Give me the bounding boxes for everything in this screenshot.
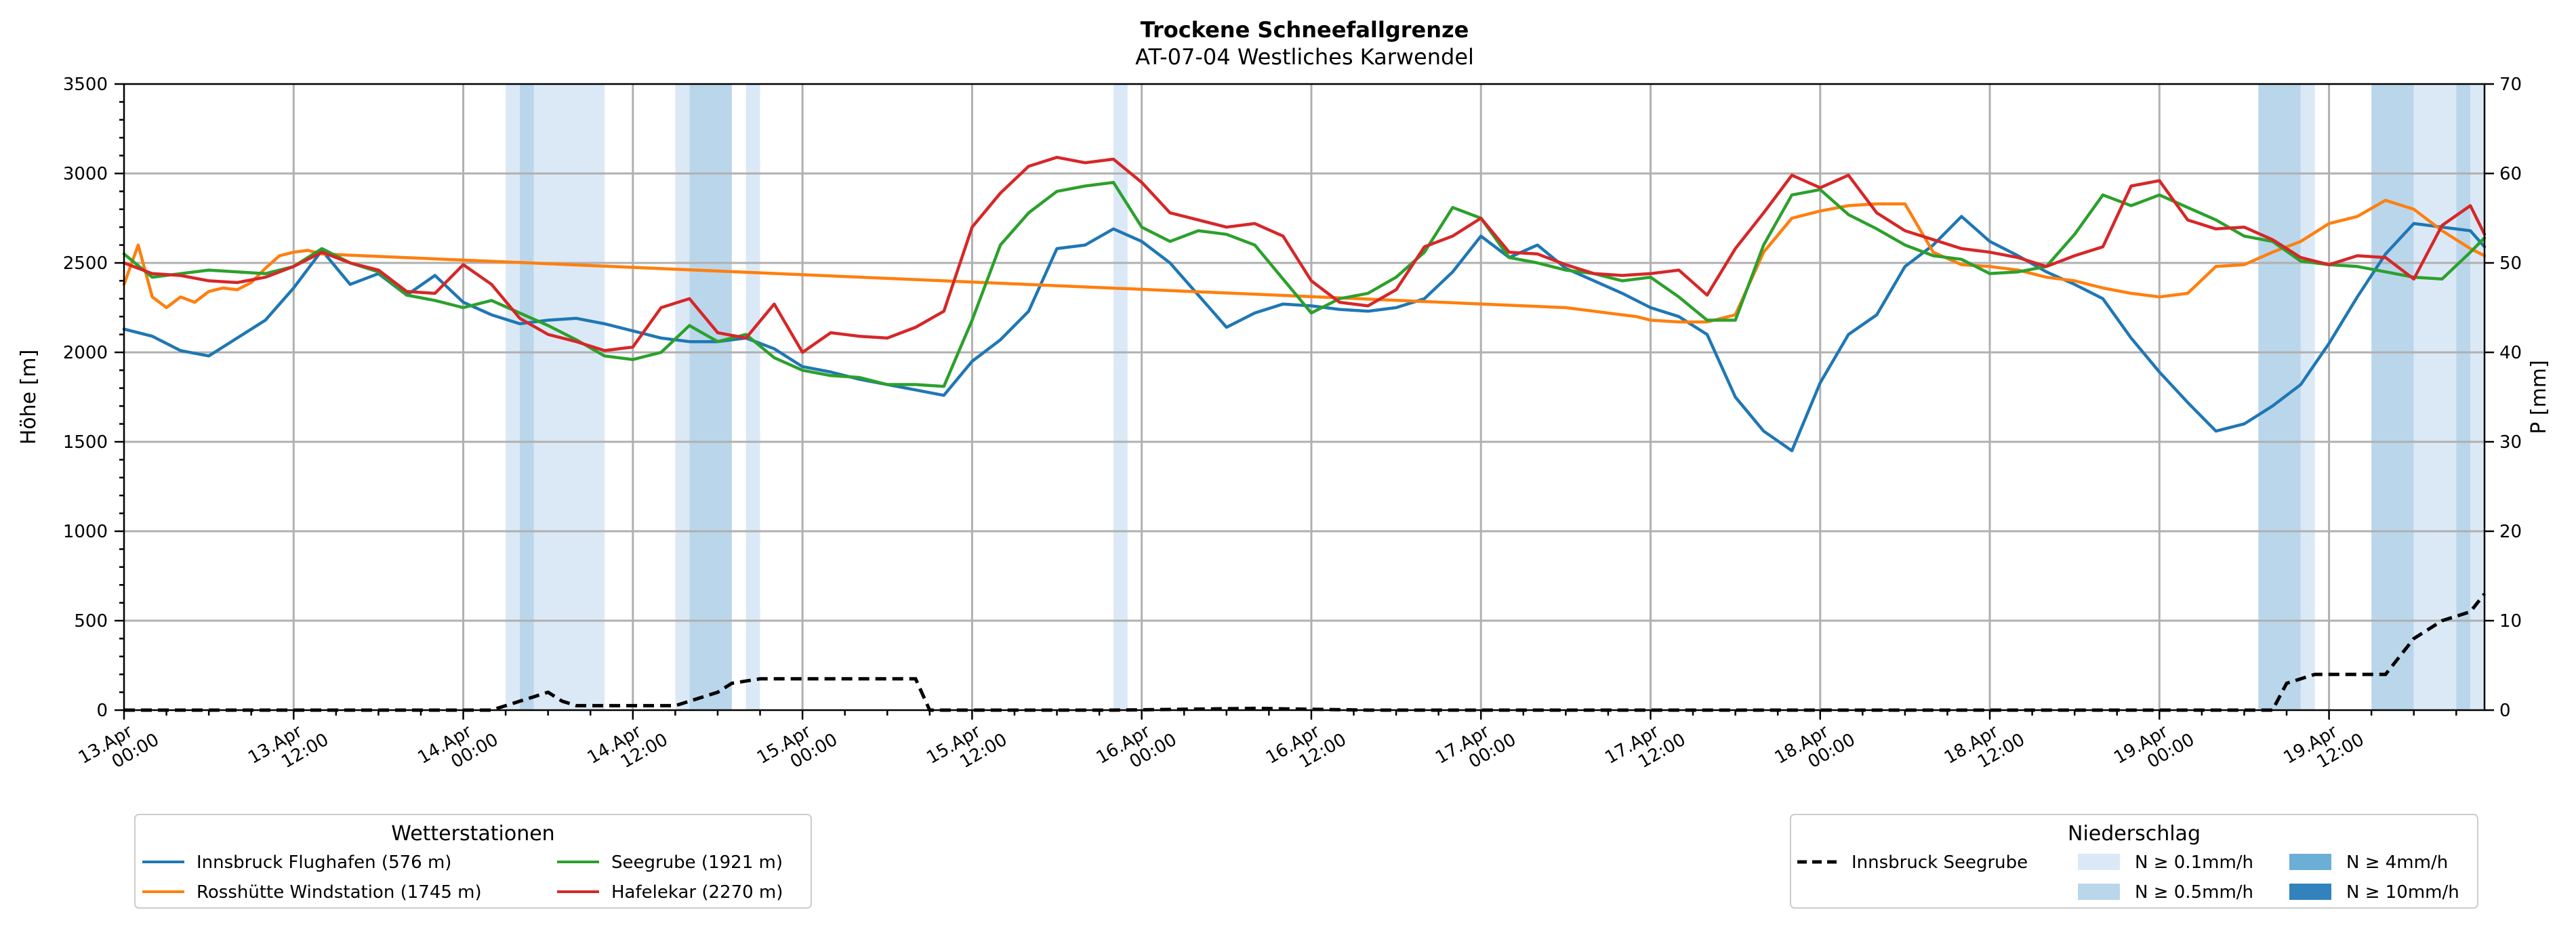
y-tick-label-4: 2000 xyxy=(63,343,108,363)
y-tick-label-3: 1500 xyxy=(63,432,108,453)
y-tick-label-5: 2500 xyxy=(63,253,108,274)
legend-label-hafelekar: Hafelekar (2270 m) xyxy=(611,882,783,903)
precip-band-8 xyxy=(2300,84,2315,710)
y2-axis-ticks: 0 10 20 30 40 50 60 70 xyxy=(2485,75,2522,721)
series-lines xyxy=(122,155,2487,453)
y2-tick-label-4: 40 xyxy=(2499,343,2522,363)
y-axis-ticks: 0 500 1000 1500 2000 2500 3000 3500 xyxy=(63,75,124,721)
series-line-3 xyxy=(122,155,2487,354)
precip-band-5 xyxy=(745,84,760,710)
legend-stations-title: Wetterstationen xyxy=(391,822,554,846)
y2-tick-label-2: 20 xyxy=(2499,522,2522,542)
y-tick-label-0: 0 xyxy=(96,701,108,721)
y2-axis-label: P [mm] xyxy=(2527,360,2551,434)
legend-precip-title: Niederschlag xyxy=(2068,822,2201,846)
y-tick-label-7: 3500 xyxy=(63,75,108,95)
y-tick-label-2: 1000 xyxy=(63,522,108,542)
precip-band-9 xyxy=(2371,84,2414,710)
legend-precip: Niederschlag Innsbruck Seegrube N ≥ 0.1m… xyxy=(1790,814,2478,909)
legend-swatch-level-0 xyxy=(2078,854,2120,870)
legend-label-level-0: N ≥ 0.1mm/h xyxy=(2135,852,2253,873)
legend-stations-frame xyxy=(134,814,812,909)
series-line-1 xyxy=(122,199,2487,324)
y2-tick-label-0: 0 xyxy=(2499,701,2511,721)
legend-label-level-1: N ≥ 0.5mm/h xyxy=(2135,882,2253,903)
legend-swatch-level-2 xyxy=(2289,854,2331,870)
precip-band-2 xyxy=(533,84,605,710)
grid xyxy=(124,84,2485,710)
y-tick-label-1: 500 xyxy=(74,611,108,632)
precip-band-12 xyxy=(2470,84,2485,710)
precipitation-bands xyxy=(506,84,2485,710)
precip-band-0 xyxy=(506,84,520,710)
precip-band-1 xyxy=(519,84,534,710)
precip-band-4 xyxy=(689,84,732,710)
legend-label-seegrube: Seegrube (1921 m) xyxy=(611,852,783,873)
y2-tick-label-3: 30 xyxy=(2499,432,2522,453)
chart-subtitle: AT-07-04 Westliches Karwendel xyxy=(1135,44,1474,70)
precip-band-7 xyxy=(2258,84,2301,710)
chart-title: Trockene Schneefallgrenze xyxy=(1141,17,1469,43)
plot-frame xyxy=(123,83,2486,711)
y2-tick-label-1: 10 xyxy=(2499,611,2522,632)
legend-swatch-level-1 xyxy=(2078,884,2120,900)
legend-label-level-3: N ≥ 10mm/h xyxy=(2346,882,2459,903)
legend-swatch-level-3 xyxy=(2289,884,2331,900)
precip-band-10 xyxy=(2413,84,2457,710)
legend-label-innsbruck-flughafen: Innsbruck Flughafen (576 m) xyxy=(197,852,451,873)
legend-stations: Wetterstationen Innsbruck Flughafen (576… xyxy=(134,814,812,909)
y2-tick-label-6: 60 xyxy=(2499,164,2522,184)
legend-label-rosshuette: Rosshütte Windstation (1745 m) xyxy=(197,882,482,903)
y2-tick-label-7: 70 xyxy=(2499,75,2522,95)
legend-label-innsbruck-seegrube: Innsbruck Seegrube xyxy=(1852,852,2028,873)
y2-tick-label-5: 50 xyxy=(2499,253,2522,274)
series-line-0 xyxy=(122,215,2487,453)
precip-band-6 xyxy=(1113,84,1128,710)
y-tick-label-6: 3000 xyxy=(63,164,108,184)
series-line-2 xyxy=(122,180,2487,388)
y-axis-label: Höhe [m] xyxy=(17,350,41,445)
legend-label-level-2: N ≥ 4mm/h xyxy=(2346,852,2448,873)
precip-band-3 xyxy=(675,84,690,710)
